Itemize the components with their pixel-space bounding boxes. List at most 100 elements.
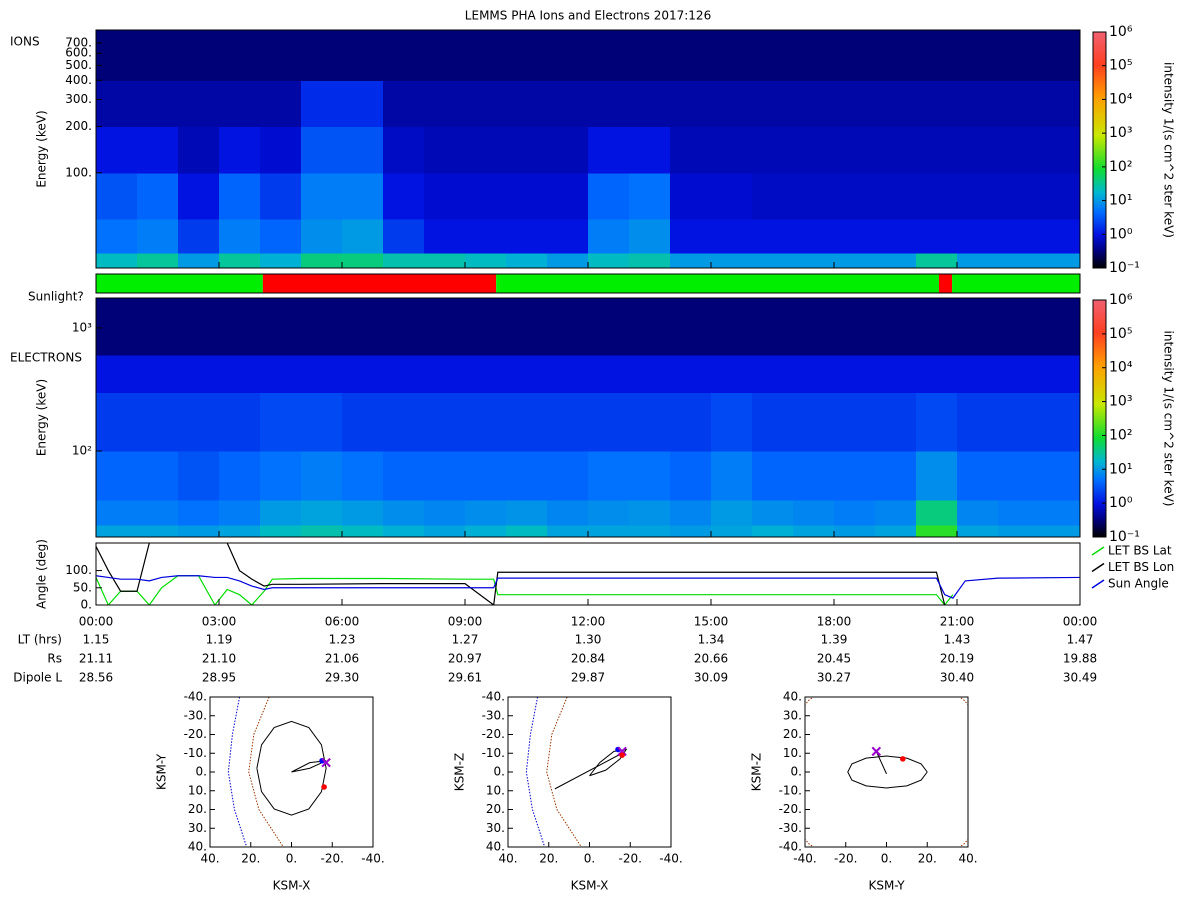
heat-cell	[383, 219, 425, 254]
heat-cell	[260, 126, 302, 174]
ephemeris-value: 30.49	[1063, 671, 1097, 685]
heat-cell	[301, 450, 343, 501]
x-tick-label: 20.	[918, 852, 937, 866]
heat-cell	[424, 80, 466, 128]
heat-cell	[465, 80, 507, 128]
heat-cell	[711, 219, 753, 254]
heat-cell	[178, 30, 220, 81]
heat-cell	[96, 499, 138, 526]
y-tick-label: 30.	[486, 821, 505, 835]
heat-cell	[137, 355, 179, 393]
ephemeris-value: 29.61	[448, 671, 482, 685]
heat-cell	[301, 525, 343, 538]
ephemeris-value: 30.09	[694, 671, 728, 685]
y-tick-label: -20.	[482, 727, 505, 741]
x-tick-label: -40.	[659, 852, 682, 866]
heat-cell	[1039, 219, 1081, 254]
heat-cell	[547, 30, 589, 81]
heat-cell	[96, 80, 138, 128]
x-tick-label: 06:00	[325, 615, 360, 629]
heat-cell	[96, 355, 138, 393]
heat-cell	[260, 525, 302, 538]
heat-cell	[916, 499, 958, 526]
heat-cell	[383, 392, 425, 452]
marker-dot	[619, 752, 625, 758]
marker-dot	[900, 756, 906, 762]
heat-cell	[793, 392, 835, 452]
heat-cell	[547, 253, 589, 269]
heat-cell	[629, 392, 671, 452]
heat-cell	[998, 499, 1040, 526]
heat-cell	[1039, 355, 1081, 393]
marker-x	[617, 746, 627, 757]
y-tick-label: 10.	[188, 783, 207, 797]
orbit-path	[256, 720, 327, 816]
heat-cell	[465, 30, 507, 81]
heat-cell	[875, 450, 917, 501]
x-tick-label: 12:00	[571, 615, 606, 629]
y-tick-label: 10³	[72, 320, 92, 334]
x-tick-label: -20.	[321, 852, 344, 866]
heat-cell	[1039, 298, 1081, 356]
heat-cell	[670, 172, 712, 220]
colorbar-tick-label: 10⁰	[1109, 226, 1133, 242]
heat-cell	[342, 126, 384, 174]
heat-cell	[793, 30, 835, 81]
heat-cell	[957, 355, 999, 393]
heat-cell	[424, 172, 466, 220]
heat-cell	[178, 126, 220, 174]
heat-cell	[219, 172, 261, 220]
colorbar-tick-label: 10⁻¹	[1109, 260, 1140, 276]
heat-cell	[383, 30, 425, 81]
heat-cell	[793, 525, 835, 538]
heat-cell	[178, 219, 220, 254]
heat-cell	[588, 80, 630, 128]
heat-cell	[670, 355, 712, 393]
heat-cell	[465, 525, 507, 538]
marker-x	[871, 746, 882, 757]
orbit-path	[589, 748, 628, 777]
heat-cell	[137, 253, 179, 269]
heat-cell	[916, 80, 958, 128]
y-tick-label: 0.	[791, 765, 802, 779]
heat-cell	[793, 126, 835, 174]
x-tick-label: 09:00	[448, 615, 483, 629]
heat-cell	[875, 219, 917, 254]
heat-cell	[342, 30, 384, 81]
heat-cell	[957, 450, 999, 501]
heat-cell	[260, 172, 302, 220]
y-tick-label: 600.	[65, 46, 92, 60]
y-tick-label: 10²	[72, 443, 92, 457]
heat-cell	[998, 253, 1040, 269]
heat-cell	[752, 219, 794, 254]
heat-cell	[301, 392, 343, 452]
heat-cell	[629, 30, 671, 81]
heat-cell	[711, 172, 753, 220]
ephemeris-value: 28.56	[79, 671, 113, 685]
legend-label: Sun Angle	[1108, 577, 1169, 591]
heat-cell	[219, 253, 261, 269]
heat-cell	[506, 172, 548, 220]
heat-cell	[875, 355, 917, 393]
colorbar-tick-label: 10²	[1109, 427, 1132, 443]
y-tick-label: 10.	[783, 746, 802, 760]
series-line	[96, 575, 954, 605]
heat-cell	[547, 499, 589, 526]
heat-cell	[957, 525, 999, 538]
panel-label: ELECTRONS	[10, 351, 82, 365]
heat-cell	[752, 392, 794, 452]
y-tick-label: 40.	[783, 690, 802, 704]
heat-cell	[219, 450, 261, 501]
heat-cell	[424, 30, 466, 81]
heat-cell	[588, 298, 630, 356]
heat-cell	[424, 219, 466, 254]
heat-cell	[178, 392, 220, 452]
heat-cell	[547, 298, 589, 356]
heat-cell	[178, 172, 220, 220]
heat-cell	[588, 172, 630, 220]
heat-cell	[547, 355, 589, 393]
heat-cell	[383, 298, 425, 356]
heat-cell	[178, 450, 220, 501]
heat-cell	[711, 392, 753, 452]
heat-cell	[793, 499, 835, 526]
